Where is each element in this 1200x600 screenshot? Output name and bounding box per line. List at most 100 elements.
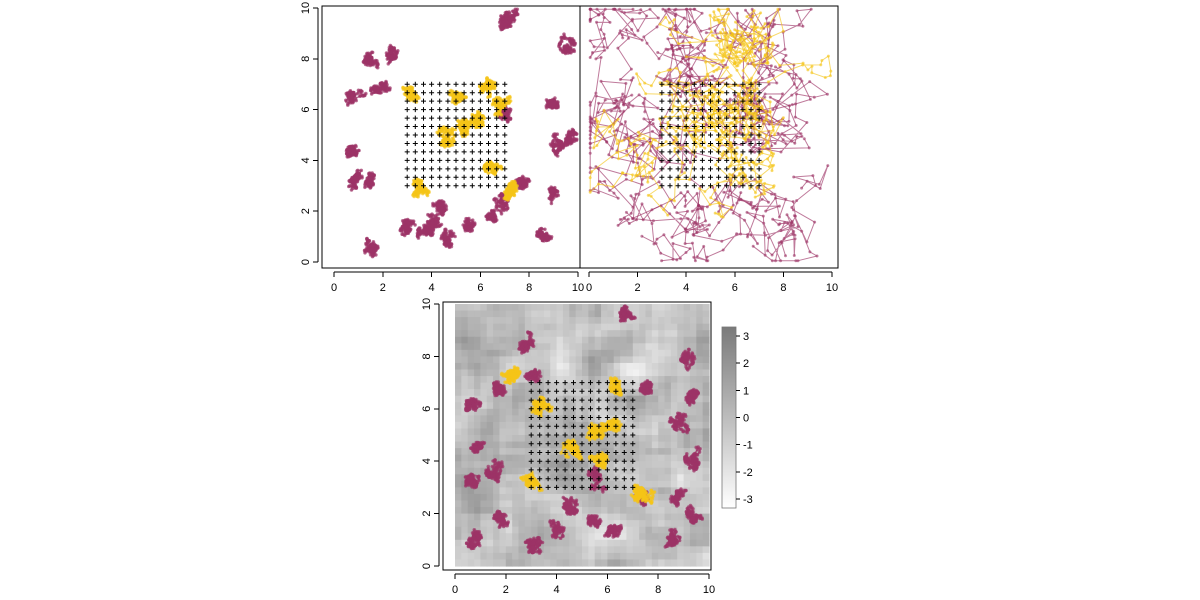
track-point (625, 149, 629, 153)
track-point (794, 92, 798, 96)
track-point (737, 173, 741, 177)
track-point (439, 222, 444, 227)
track-point (683, 204, 687, 208)
track-point (781, 138, 785, 142)
track-point (793, 141, 797, 145)
track-point (729, 179, 733, 183)
track-point (355, 169, 359, 173)
track-point (779, 259, 783, 263)
track-point (735, 119, 739, 123)
trap-marker (461, 166, 467, 172)
track-point (616, 196, 620, 200)
track-point (747, 130, 751, 134)
track-point (779, 240, 783, 244)
y-tick-label: 6 (300, 107, 312, 113)
trap-marker (429, 157, 435, 163)
track-point (711, 74, 715, 78)
trap-marker (486, 132, 491, 138)
track-point (755, 111, 758, 115)
trap-marker (404, 157, 410, 163)
track-point (615, 99, 619, 103)
track-point (602, 36, 606, 40)
trap-marker (429, 166, 435, 172)
track-point (694, 222, 698, 226)
trap-marker (429, 141, 435, 146)
trap-marker (461, 107, 467, 113)
track-point (624, 28, 628, 32)
track-point (629, 211, 633, 215)
track-point (792, 254, 796, 257)
track-point (730, 121, 733, 124)
top-right-panel: 0 2 4 6 8 10 (579, 5, 839, 294)
track-point (737, 181, 741, 185)
track-point (699, 29, 703, 33)
track-point (485, 76, 489, 80)
track-point (671, 242, 675, 245)
track-point (684, 251, 688, 254)
track-point (369, 92, 374, 96)
track-point (595, 7, 599, 11)
track-point (616, 46, 620, 50)
track-point (440, 212, 445, 217)
track-point (779, 150, 783, 154)
trap-marker (445, 166, 451, 172)
trap-marker (469, 132, 475, 138)
track-point (640, 183, 644, 187)
track-point (779, 229, 783, 233)
trap-marker (412, 157, 418, 163)
track-point (627, 105, 630, 109)
track-point (602, 45, 606, 49)
trap-marker (404, 174, 410, 180)
track-point (640, 234, 644, 238)
trap-marker (412, 115, 418, 121)
track-point (347, 150, 352, 154)
track-point (588, 125, 592, 129)
track-point (568, 46, 572, 51)
track-point (630, 78, 633, 82)
track-point (447, 243, 452, 247)
track-point (745, 124, 748, 128)
trap-marker (502, 90, 508, 96)
track-point (657, 180, 661, 184)
track-point (778, 215, 781, 219)
track-point (642, 35, 646, 39)
track-point (784, 254, 787, 258)
track-point (594, 91, 598, 95)
track-point (762, 231, 766, 235)
trap-marker (453, 174, 459, 180)
trap-marker (477, 174, 483, 180)
track-point (719, 138, 723, 142)
track-point (693, 259, 697, 263)
track-point (703, 146, 707, 150)
track-point (654, 241, 658, 245)
track-point (450, 234, 454, 239)
track-point (545, 236, 550, 240)
track-point (790, 103, 794, 107)
track-point (353, 176, 357, 181)
track-point (724, 154, 728, 157)
track-point (692, 7, 696, 11)
track-point (743, 179, 747, 183)
trap-marker (486, 149, 491, 155)
track-point (369, 173, 374, 177)
track-point (766, 249, 770, 253)
track-point (616, 223, 620, 227)
track-point (686, 190, 690, 194)
track-point (705, 227, 709, 231)
track-point (770, 151, 774, 155)
track-point (781, 92, 785, 96)
track-point (696, 108, 700, 112)
track-point (438, 128, 443, 132)
track-point (357, 171, 362, 176)
track-point (735, 232, 739, 236)
track-point (751, 244, 755, 248)
track-point (555, 150, 560, 155)
track-point (696, 204, 700, 208)
track-point (588, 7, 592, 11)
trap-marker (445, 149, 451, 155)
trap-marker (429, 107, 435, 113)
trap-marker (494, 157, 500, 163)
track-point (368, 176, 373, 181)
trap-marker (469, 157, 475, 163)
track-point (797, 23, 801, 26)
